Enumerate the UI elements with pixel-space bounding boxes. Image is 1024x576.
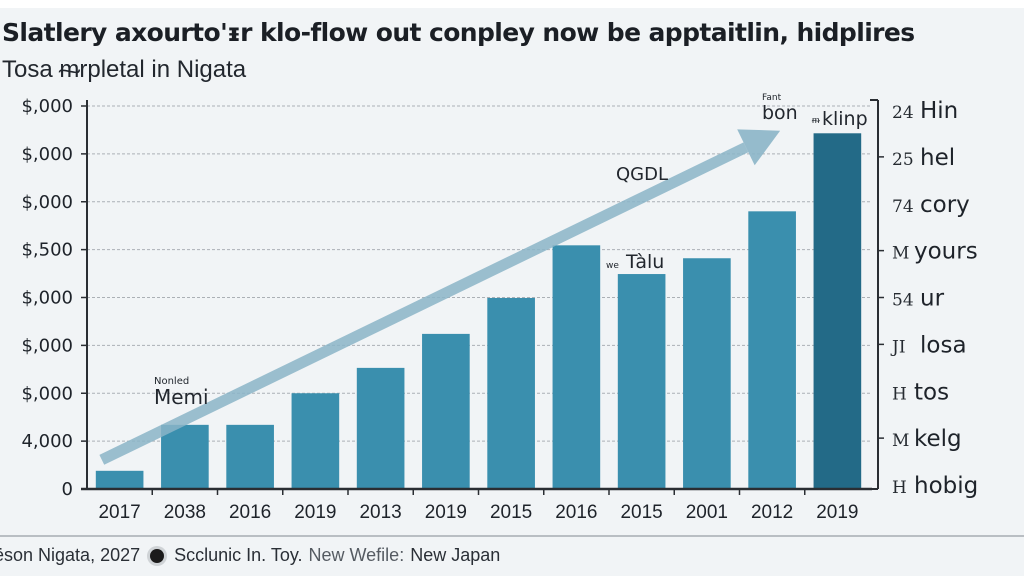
y-tick-label: 0 bbox=[62, 479, 73, 500]
bar-2019 bbox=[422, 333, 470, 489]
y-tick-label: $,000 bbox=[21, 96, 73, 117]
bar-2012 bbox=[748, 211, 796, 489]
x-tick-label: 2019 bbox=[294, 502, 336, 523]
footer: ëson Nigata, 2027 Scclunic In. Toy. New … bbox=[0, 545, 500, 566]
x-tick-label: 2019 bbox=[816, 502, 858, 523]
chart-title: Slatlery axourto'ᵻr klo-flow out conpley… bbox=[2, 18, 915, 47]
right-label-prefix: JI bbox=[890, 337, 906, 357]
right-label-word: yours bbox=[914, 239, 978, 265]
footer-publisher: Scclunic In. Toy. bbox=[174, 545, 303, 565]
bar-2016 bbox=[552, 245, 601, 489]
bar-2015 bbox=[487, 297, 535, 489]
bar-2015 bbox=[617, 274, 666, 489]
bar-2017 bbox=[95, 470, 144, 489]
right-label-prefix: H bbox=[892, 384, 907, 404]
x-tick-labels: 2017 2038 2016 2019 2013 2019 2015 2016 2015 2001… bbox=[98, 489, 859, 523]
x-tick-label: 2017 bbox=[98, 502, 140, 523]
right-label-word: tos bbox=[914, 379, 949, 405]
right-label-prefix: M bbox=[892, 431, 909, 451]
right-axis-labels: 24 Hin 25 hel 74 cory M yours 54 ur JI losa H tos M kel… bbox=[878, 98, 978, 499]
annotation-small: Nonled bbox=[154, 376, 189, 387]
right-label-prefix: H bbox=[892, 478, 907, 498]
right-label-word: hel bbox=[920, 145, 955, 171]
annotation-small: ᵯ bbox=[811, 116, 820, 126]
trend-arrow bbox=[99, 129, 781, 465]
y-tick-label: 4,000 bbox=[21, 431, 73, 452]
trend-arrow-head bbox=[737, 129, 781, 166]
footer-source: ëson Nigata, 2027 bbox=[0, 545, 141, 565]
y-tick-label: $,000 bbox=[21, 288, 73, 309]
right-label-prefix: 54 bbox=[892, 291, 914, 311]
bar-2001 bbox=[683, 258, 731, 489]
x-tick-label: 2001 bbox=[686, 502, 728, 523]
y-tick-label: $,500 bbox=[21, 240, 73, 261]
right-label-prefix: 24 bbox=[892, 103, 914, 123]
right-label-word: cory bbox=[920, 192, 970, 218]
annotation-label: bon bbox=[762, 102, 798, 124]
x-tick-label: 2016 bbox=[555, 502, 597, 523]
annotation-small: we bbox=[606, 261, 619, 271]
x-tick-label: 2016 bbox=[229, 502, 271, 523]
y-tick-label: $,000 bbox=[21, 144, 73, 165]
right-label-prefix: 74 bbox=[892, 197, 914, 217]
right-label-word: Hin bbox=[920, 98, 958, 124]
bullet-icon bbox=[150, 548, 165, 563]
x-tick-label: 2038 bbox=[164, 502, 206, 523]
annotation-small: Fant bbox=[762, 93, 782, 103]
x-tick-label: 2015 bbox=[490, 502, 532, 523]
bar-2016 bbox=[226, 424, 274, 489]
right-label-prefix: 25 bbox=[892, 150, 914, 170]
footer-website-label: New Wefile: bbox=[308, 545, 405, 565]
bar-2019 bbox=[813, 133, 862, 489]
annotation-label: klinp bbox=[822, 108, 868, 130]
top-strip bbox=[0, 0, 1024, 8]
y-tick-label: $,000 bbox=[21, 335, 73, 356]
right-label-word: kelg bbox=[914, 426, 962, 452]
right-label-word: losa bbox=[920, 332, 967, 358]
x-tick-label: 2012 bbox=[751, 502, 793, 523]
right-label-prefix: M bbox=[892, 244, 909, 264]
bars bbox=[95, 133, 862, 489]
annotation-label: Tàlu bbox=[625, 251, 664, 273]
footer-divider bbox=[0, 535, 1024, 537]
bar-2038 bbox=[161, 424, 209, 489]
x-tick-label: 2013 bbox=[359, 502, 401, 523]
annotation-label: Memi bbox=[154, 385, 209, 409]
right-label-word: ur bbox=[920, 286, 945, 312]
right-label-word: hobig bbox=[914, 473, 978, 499]
annotation-label: QGDL bbox=[616, 164, 668, 185]
y-tick-label: $,000 bbox=[21, 192, 73, 213]
bar-2019 bbox=[291, 393, 340, 489]
y-tick-label: $,000 bbox=[21, 383, 73, 404]
footer-website-value: New Japan bbox=[410, 545, 501, 565]
x-tick-label: 2019 bbox=[425, 502, 467, 523]
x-tick-label: 2015 bbox=[620, 502, 662, 523]
trend-arrow-shaft bbox=[99, 142, 749, 465]
bar-2013 bbox=[356, 367, 405, 489]
y-tick-labels: 0 4,000 $,000 $,000 $,000 $,500 $,000 $,000 $,00… bbox=[21, 96, 87, 500]
chart-subtitle: Tosa ᵯrpletal in Nigata bbox=[2, 56, 247, 83]
